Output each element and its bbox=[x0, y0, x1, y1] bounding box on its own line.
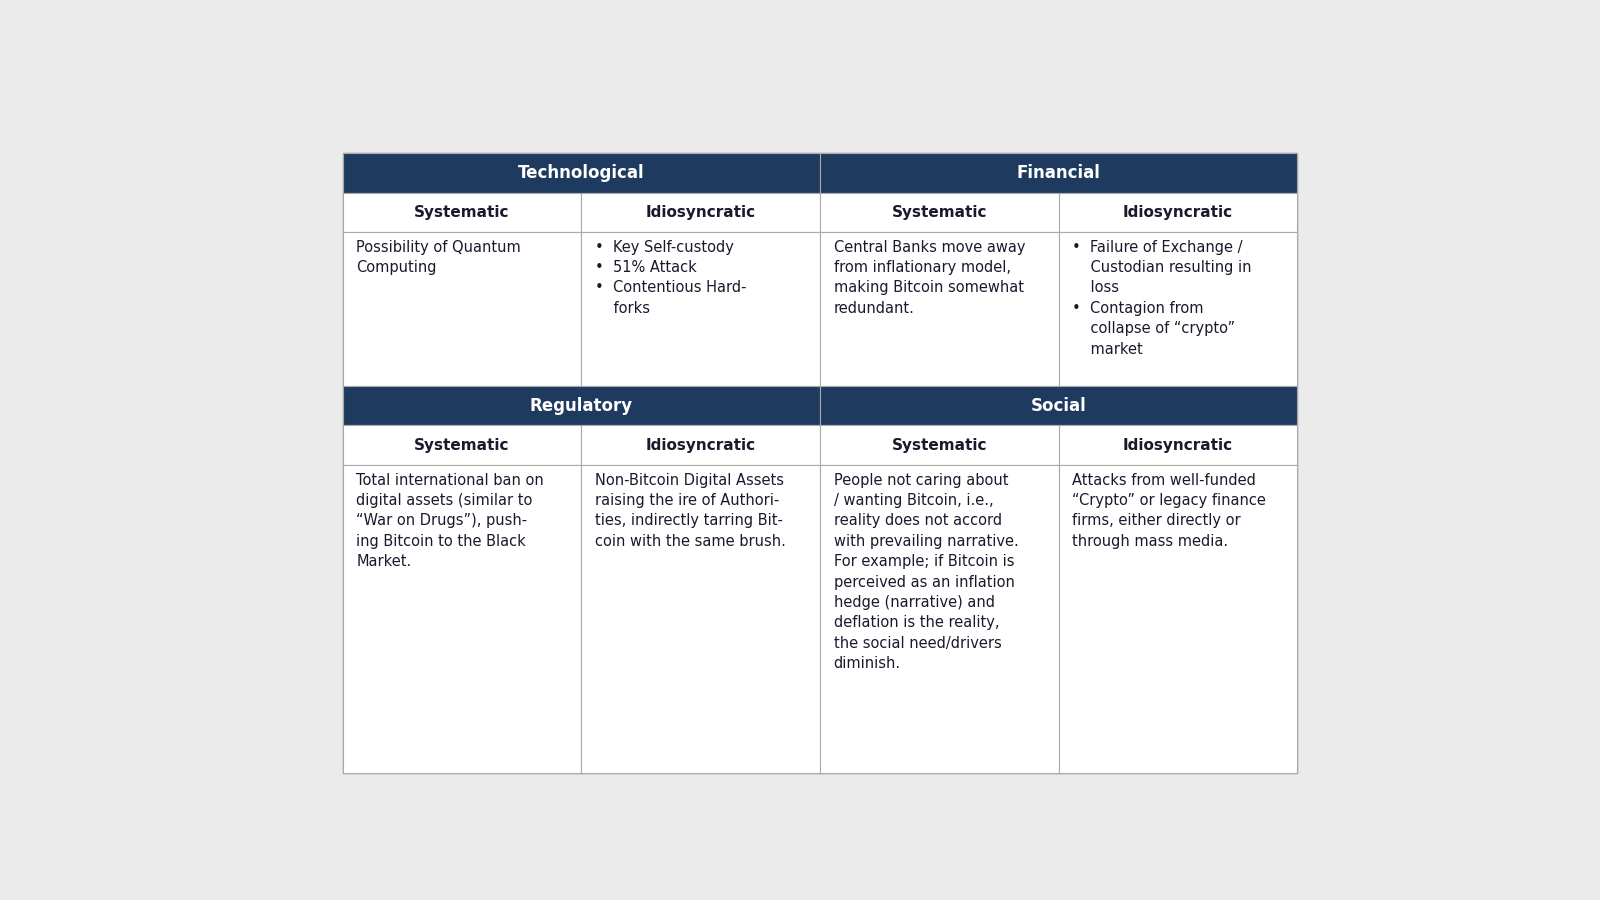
Bar bbox=[1059, 426, 1298, 465]
Text: People not caring about
/ wanting Bitcoin, i.e.,
reality does not accord
with pr: People not caring about / wanting Bitcoi… bbox=[834, 472, 1018, 671]
Bar bbox=[1059, 232, 1298, 386]
Bar bbox=[581, 426, 819, 465]
Bar bbox=[819, 426, 1059, 465]
Bar bbox=[342, 386, 819, 426]
Text: Systematic: Systematic bbox=[414, 437, 510, 453]
Bar bbox=[819, 153, 1298, 193]
Text: Regulatory: Regulatory bbox=[530, 397, 634, 415]
Bar bbox=[819, 465, 1059, 773]
Text: Technological: Technological bbox=[518, 164, 645, 182]
Bar bbox=[1059, 193, 1298, 232]
Bar bbox=[819, 386, 1298, 426]
Bar bbox=[342, 153, 1298, 773]
Bar bbox=[581, 232, 819, 386]
Text: •  Failure of Exchange /
    Custodian resulting in
    loss
•  Contagion from
 : • Failure of Exchange / Custodian result… bbox=[1072, 239, 1251, 356]
Text: Systematic: Systematic bbox=[891, 205, 987, 220]
Text: Systematic: Systematic bbox=[414, 205, 510, 220]
Bar bbox=[1059, 465, 1298, 773]
Bar bbox=[342, 193, 581, 232]
Bar bbox=[342, 465, 581, 773]
Text: Possibility of Quantum
Computing: Possibility of Quantum Computing bbox=[357, 239, 522, 275]
Text: Attacks from well-funded
“Crypto” or legacy finance
firms, either directly or
th: Attacks from well-funded “Crypto” or leg… bbox=[1072, 472, 1266, 549]
Bar bbox=[819, 232, 1059, 386]
Text: Total international ban on
digital assets (similar to
“War on Drugs”), push-
ing: Total international ban on digital asset… bbox=[357, 472, 544, 569]
Text: Idiosyncratic: Idiosyncratic bbox=[645, 205, 755, 220]
Bar bbox=[342, 426, 581, 465]
Bar bbox=[581, 465, 819, 773]
Text: Idiosyncratic: Idiosyncratic bbox=[1123, 437, 1234, 453]
Bar bbox=[581, 193, 819, 232]
Text: Systematic: Systematic bbox=[891, 437, 987, 453]
Text: Social: Social bbox=[1030, 397, 1086, 415]
Text: Central Banks move away
from inflationary model,
making Bitcoin somewhat
redunda: Central Banks move away from inflationar… bbox=[834, 239, 1026, 316]
Text: Non-Bitcoin Digital Assets
raising the ire of Authori-
ties, indirectly tarring : Non-Bitcoin Digital Assets raising the i… bbox=[595, 472, 786, 549]
Text: Idiosyncratic: Idiosyncratic bbox=[645, 437, 755, 453]
Bar bbox=[342, 153, 819, 193]
Bar bbox=[342, 232, 581, 386]
Text: Financial: Financial bbox=[1016, 164, 1101, 182]
Text: Idiosyncratic: Idiosyncratic bbox=[1123, 205, 1234, 220]
Text: •  Key Self-custody
•  51% Attack
•  Contentious Hard-
    forks: • Key Self-custody • 51% Attack • Conten… bbox=[595, 239, 747, 316]
Bar bbox=[819, 193, 1059, 232]
